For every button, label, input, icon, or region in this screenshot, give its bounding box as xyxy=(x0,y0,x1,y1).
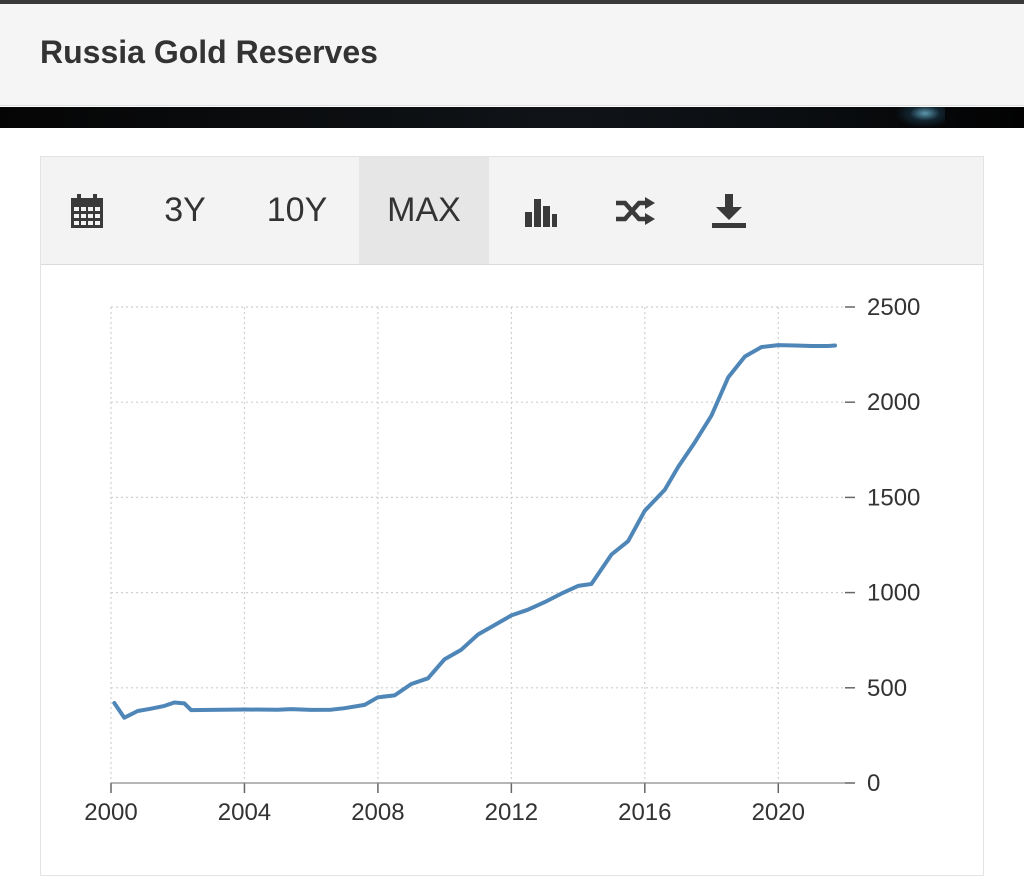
y-tick-label: 500 xyxy=(867,675,907,702)
range-10y-button[interactable]: 10Y xyxy=(266,191,328,229)
x-tick-label: 2008 xyxy=(351,799,404,826)
chart-type-button[interactable] xyxy=(511,157,571,264)
download-button[interactable] xyxy=(699,157,759,264)
x-tick-label: 2012 xyxy=(485,799,538,826)
range-max-button[interactable]: MAX xyxy=(359,157,489,264)
page-title: Russia Gold Reserves xyxy=(40,34,378,70)
top-divider xyxy=(0,0,1024,4)
calendar-button[interactable] xyxy=(55,157,119,264)
y-tick-label: 1500 xyxy=(867,484,920,511)
range-3y-button[interactable]: 3Y xyxy=(164,191,206,229)
y-tick-label: 0 xyxy=(867,770,880,797)
x-tick-label: 2004 xyxy=(218,799,271,826)
y-tick-label: 2000 xyxy=(867,389,920,416)
x-tick-label: 2020 xyxy=(752,799,805,826)
download-icon xyxy=(711,193,747,229)
chart-toolbar: 3Y 10Y MAX xyxy=(41,157,983,265)
y-tick-label: 1000 xyxy=(867,580,920,607)
page-header: Russia Gold Reserves xyxy=(0,4,1024,106)
x-tick-label: 2000 xyxy=(84,799,137,826)
bar-chart-icon xyxy=(524,194,558,228)
banner-strip xyxy=(0,107,1024,128)
chart-tick-labels: 0 500 1000 1500 2000 2500 2000 2004 2008 2012 2016… xyxy=(84,294,920,826)
compare-button[interactable] xyxy=(605,157,665,264)
chart-grid xyxy=(110,306,845,783)
chart-axes xyxy=(110,306,855,793)
y-tick-label: 2500 xyxy=(867,294,920,321)
banner-glint xyxy=(895,107,945,128)
chart-series xyxy=(112,343,837,720)
x-tick-label: 2016 xyxy=(618,799,671,826)
chart-card: 3Y 10Y MAX xyxy=(40,156,984,876)
series-line xyxy=(112,343,837,720)
shuffle-icon xyxy=(614,196,656,226)
gold-reserves-chart: 0 500 1000 1500 2000 2500 2000 2004 2008 2012 2016… xyxy=(84,294,920,826)
calendar-icon xyxy=(70,193,104,229)
